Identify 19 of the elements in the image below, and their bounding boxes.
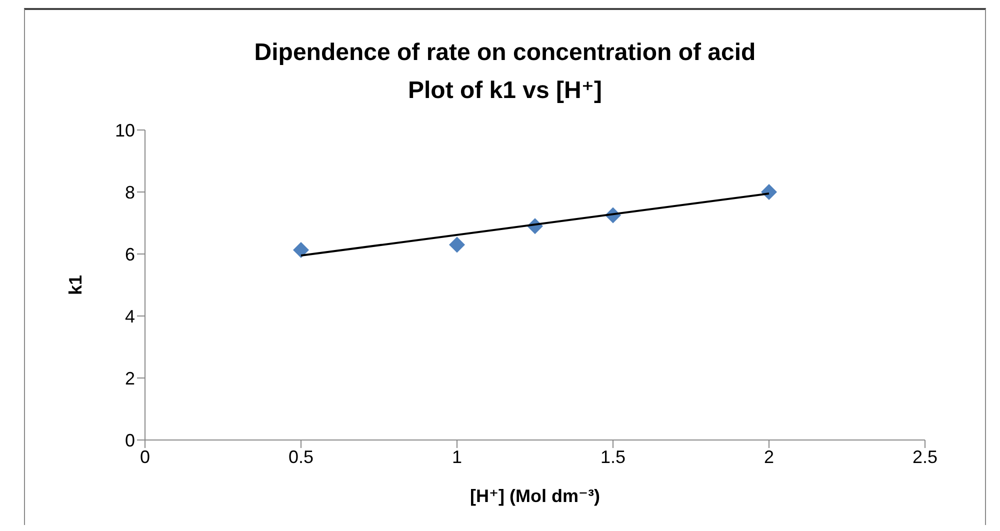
x-tick-label: 2.5 [912, 446, 938, 467]
y-axis-title: k1 [65, 274, 86, 296]
y-tick-label: 8 [124, 182, 135, 202]
point [761, 184, 777, 200]
x-tick-label: 1 [452, 446, 462, 467]
chart-subtitle: Plot of k1 vs [H⁺] [406, 76, 604, 106]
point [293, 242, 309, 258]
x-tick-label: 0.5 [288, 446, 314, 467]
x-tick-label: 2 [764, 446, 774, 467]
point [449, 236, 465, 253]
y-tick-label: 6 [124, 244, 135, 264]
y-tick-label: 4 [124, 306, 135, 326]
y-tick-label: 2 [124, 368, 135, 388]
x-axis-title: [H⁺] (Mol dm⁻³) [470, 486, 600, 506]
x-tick-label: 1.5 [600, 446, 626, 467]
x-tick-label: 0 [140, 446, 150, 467]
chart-title: Dipendence of rate on concentration of acid [253, 38, 757, 68]
y-tick-label: 0 [124, 430, 135, 450]
y-tick-label: 10 [114, 120, 135, 140]
